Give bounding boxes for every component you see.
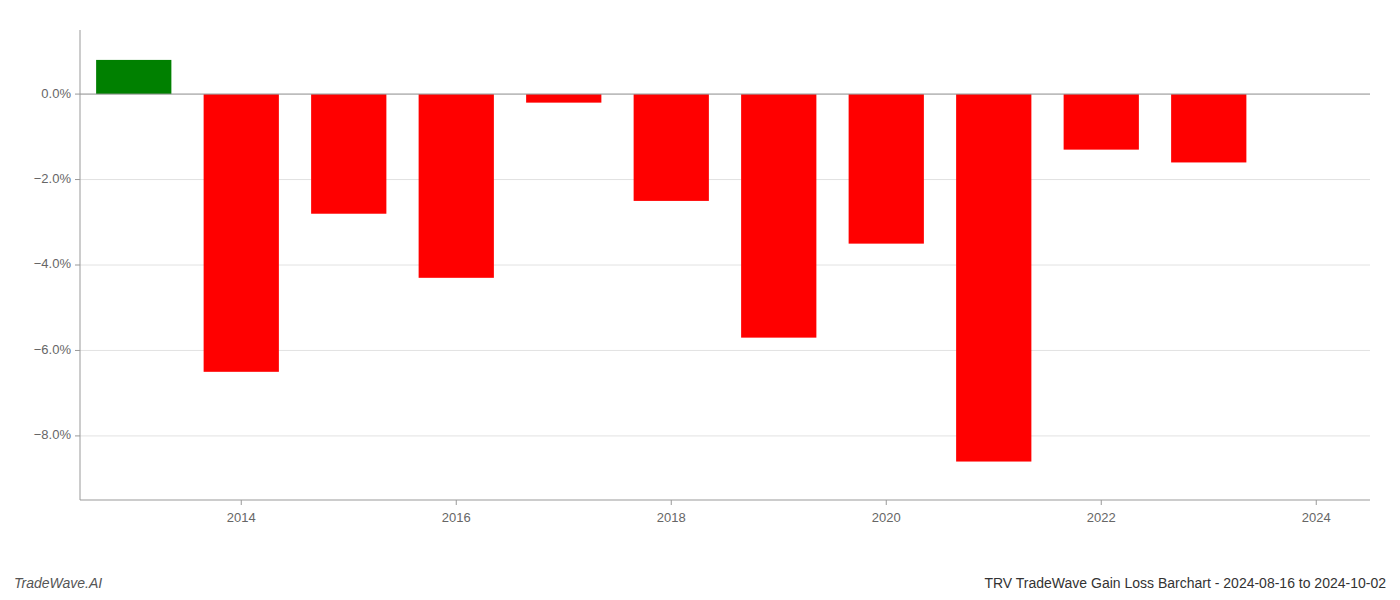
x-tick-label: 2022 <box>1087 510 1116 525</box>
y-tick <box>75 179 80 180</box>
bar <box>419 94 494 278</box>
x-tick <box>1316 500 1317 505</box>
x-tick-label: 2014 <box>227 510 256 525</box>
y-tick-label: −8.0% <box>34 427 72 442</box>
y-tick <box>75 350 80 351</box>
bar <box>1171 94 1246 162</box>
bar <box>204 94 279 372</box>
x-tick-label: 2016 <box>442 510 471 525</box>
bar <box>311 94 386 214</box>
y-tick-label: −2.0% <box>34 171 72 186</box>
bar <box>956 94 1031 461</box>
y-tick-label: −4.0% <box>34 256 72 271</box>
x-tick <box>886 500 887 505</box>
bars <box>96 60 1246 462</box>
watermark: TradeWave.AI <box>14 575 102 591</box>
bar <box>849 94 924 244</box>
bar <box>741 94 816 338</box>
title: TRV TradeWave Gain Loss Barchart - 2024-… <box>984 575 1386 591</box>
zero-line <box>80 94 1370 95</box>
y-tick <box>75 265 80 266</box>
x-tick-label: 2018 <box>657 510 686 525</box>
page: {"chart_data": { "type": "bar", "title":… <box>0 0 1400 600</box>
chart: −8.0% −6.0% −4.0% −2.0% 0.0% 2014 2016 2018 2020… <box>0 0 1400 600</box>
bar <box>526 94 601 103</box>
bar <box>1064 94 1139 150</box>
y-tick <box>75 94 80 95</box>
grid <box>80 94 1370 436</box>
y-tick <box>75 435 80 436</box>
bar <box>634 94 709 201</box>
x-tick <box>1101 500 1102 505</box>
x-tick-label: 2020 <box>872 510 901 525</box>
bar <box>96 60 171 94</box>
x-tick <box>456 500 457 505</box>
x-tick <box>241 500 242 505</box>
y-tick-label: −6.0% <box>34 342 72 357</box>
x-tick-label: 2024 <box>1302 510 1331 525</box>
x-tick <box>671 500 672 505</box>
x-axis-line <box>80 500 1370 501</box>
axes: −8.0% −6.0% −4.0% −2.0% 0.0% 2014 2016 2018 2020… <box>34 30 1370 525</box>
y-tick-label: 0.0% <box>41 86 71 101</box>
grid-line <box>80 94 1370 95</box>
grid-line <box>80 435 1370 436</box>
